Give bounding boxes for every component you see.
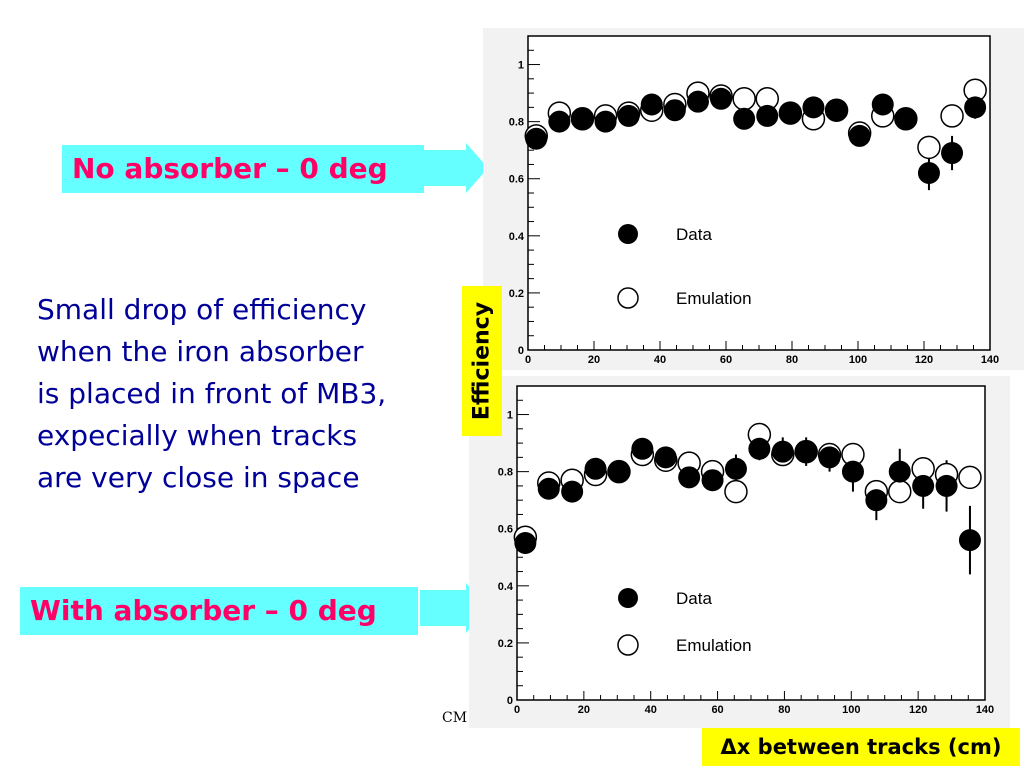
data-point <box>663 99 686 122</box>
data-point <box>912 474 935 497</box>
callout-with-absorber-text: With absorber – 0 deg <box>30 594 377 627</box>
data-point <box>724 457 747 480</box>
x-tick-label: 60 <box>720 354 732 366</box>
y-tick-label: 0.4 <box>509 231 525 243</box>
footer-text: CM <box>442 710 468 726</box>
legend-data-label: Data <box>676 225 712 244</box>
y-tick-label: 0.2 <box>498 638 513 650</box>
y-tick-label: 0.8 <box>498 467 513 479</box>
callout-with-absorber: With absorber – 0 deg <box>20 587 418 635</box>
emulation-point <box>732 87 756 111</box>
data-point <box>848 124 871 147</box>
data-point <box>561 480 584 503</box>
x-axis-label: Δx between tracks (cm) <box>720 735 1002 759</box>
data-point <box>548 110 571 133</box>
data-point <box>795 440 818 463</box>
data-point <box>525 127 548 150</box>
data-point <box>958 529 981 552</box>
y-tick-label: 0 <box>507 695 513 707</box>
y-tick-label: 0.8 <box>509 117 524 129</box>
x-tick-label: 120 <box>909 704 927 716</box>
data-point <box>841 460 864 483</box>
y-tick-label: 1 <box>518 60 524 72</box>
x-axis-label-box: Δx between tracks (cm) <box>702 728 1020 766</box>
data-point <box>571 107 594 130</box>
data-point <box>941 142 964 165</box>
data-point <box>917 162 940 185</box>
x-tick-label: 100 <box>849 354 867 366</box>
y-axis-label-box: Efficiency <box>462 286 502 436</box>
y-tick-label: 0.4 <box>498 581 514 593</box>
x-tick-label: 80 <box>778 704 790 716</box>
arrow-right-icon <box>420 143 488 193</box>
data-point <box>617 104 640 127</box>
legend-emulation-marker <box>617 287 639 309</box>
emulation-point <box>958 465 982 490</box>
x-tick-label: 120 <box>915 354 933 366</box>
y-tick-label: 0 <box>518 345 524 357</box>
x-tick-label: 0 <box>525 354 531 366</box>
data-point <box>594 110 617 133</box>
data-point <box>733 107 756 130</box>
data-point <box>871 93 894 116</box>
data-point <box>584 457 607 480</box>
data-point <box>710 87 733 110</box>
data-point <box>771 440 794 463</box>
data-point <box>802 96 825 119</box>
data-point <box>865 489 888 512</box>
y-tick-label: 0.6 <box>498 524 513 536</box>
data-point <box>678 466 701 489</box>
emulation-point <box>724 479 748 504</box>
emulation-point <box>940 104 964 128</box>
emulation-point <box>917 135 941 160</box>
x-tick-label: 140 <box>981 354 999 366</box>
data-point <box>779 102 802 125</box>
callout-no-absorber-text: No absorber – 0 deg <box>72 152 388 185</box>
emulation-point <box>888 479 912 504</box>
data-point <box>935 474 958 497</box>
data-point <box>818 446 841 469</box>
x-tick-label: 60 <box>711 704 723 716</box>
data-point <box>756 104 779 127</box>
data-point <box>631 437 654 460</box>
legend-data-label: Data <box>676 589 712 608</box>
x-tick-label: 20 <box>588 354 600 366</box>
legend-data-marker <box>618 588 638 608</box>
data-point <box>640 93 663 116</box>
data-point <box>537 477 560 500</box>
chart-no-absorber: 0 20 40 60 80 100 120 140 0 0.2 0.4 0.6 0.8 1 Data Emul… <box>483 28 1024 370</box>
legend-emulation-label: Emulation <box>676 636 752 655</box>
callout-no-absorber: No absorber – 0 deg <box>62 145 424 193</box>
data-point <box>825 99 848 122</box>
x-tick-label: 0 <box>514 704 520 716</box>
y-axis-label: Efficiency <box>469 301 495 421</box>
data-point <box>654 446 677 469</box>
legend-data-marker <box>618 224 638 244</box>
legend-emulation-label: Emulation <box>676 289 752 308</box>
plot-frame <box>527 35 991 351</box>
data-point <box>607 460 630 483</box>
data-point <box>888 460 911 483</box>
data-point <box>701 469 724 492</box>
explanation-text: Small drop of efficiency when the iron a… <box>37 293 387 494</box>
x-tick-label: 80 <box>786 354 798 366</box>
x-tick-label: 20 <box>578 704 590 716</box>
y-tick-label: 0.2 <box>509 288 524 300</box>
x-tick-label: 100 <box>842 704 860 716</box>
data-point <box>964 96 987 119</box>
x-tick-label: 140 <box>976 704 994 716</box>
legend-emulation-marker <box>617 634 639 656</box>
data-point <box>686 90 709 113</box>
data-point <box>748 437 771 460</box>
y-tick-label: 0.6 <box>509 174 524 186</box>
chart-with-absorber: 0 20 40 60 80 100 120 140 0 0.2 0.4 0.6 0.8 1 Data Emul… <box>469 376 1010 728</box>
x-tick-label: 40 <box>645 704 657 716</box>
data-point <box>514 532 537 554</box>
x-tick-label: 40 <box>654 354 666 366</box>
y-tick-label: 1 <box>507 410 513 422</box>
data-point <box>894 107 917 130</box>
